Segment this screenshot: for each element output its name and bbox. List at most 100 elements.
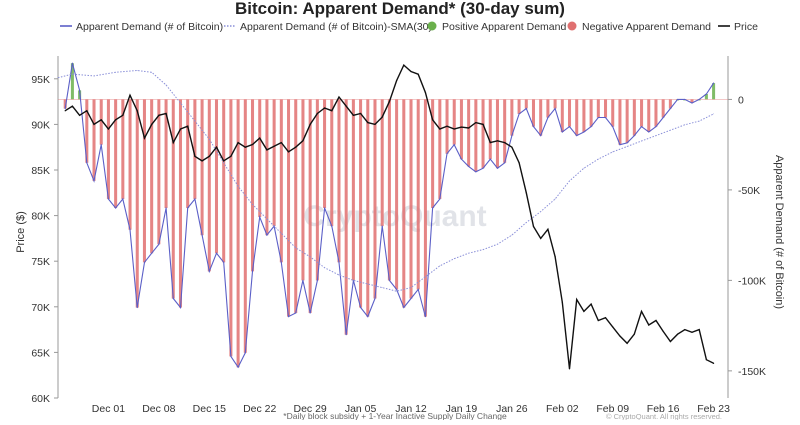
sma-line — [57, 69, 714, 292]
x-tick-label: Dec 08 — [142, 403, 175, 415]
price-point — [396, 80, 398, 82]
demand-point — [158, 243, 160, 245]
demand-bar — [114, 99, 118, 208]
price-point — [712, 362, 715, 364]
demand-point — [381, 225, 383, 227]
demand-point — [93, 180, 95, 182]
sma-point — [554, 198, 556, 200]
price-point — [71, 105, 74, 107]
demand-bar — [560, 99, 564, 132]
price-point — [655, 319, 657, 322]
demand-point — [208, 270, 210, 272]
price-point — [79, 114, 81, 116]
sma-point — [583, 167, 585, 169]
right-axis-title: Apparent Demand (# of Bitcoin) — [773, 155, 785, 309]
demand-point — [640, 125, 643, 128]
x-tick-label: Dec 01 — [92, 403, 125, 415]
demand-bar — [121, 99, 125, 199]
demand-point — [554, 107, 556, 110]
demand-bar — [99, 99, 103, 145]
price-point — [338, 96, 340, 98]
price-point — [691, 331, 693, 333]
demand-point — [165, 207, 167, 209]
demand-point — [676, 98, 679, 101]
demand-bar — [409, 99, 413, 299]
demand-bar — [481, 99, 485, 169]
demand-bar — [553, 99, 557, 109]
x-tick-label: Feb 09 — [596, 403, 629, 415]
legend-label: Price — [734, 21, 758, 33]
price-point — [323, 107, 326, 109]
demand-point — [439, 198, 441, 200]
demand-point — [712, 82, 715, 84]
demand-bar — [178, 99, 182, 308]
price-point — [669, 340, 671, 343]
price-point — [309, 123, 311, 125]
demand-point — [143, 261, 146, 263]
price-point — [201, 160, 203, 162]
price-point — [576, 298, 578, 301]
demand-bar — [236, 99, 240, 368]
sma-point — [511, 234, 513, 236]
demand-bar — [438, 99, 442, 199]
left-tick-label: 65K — [31, 347, 50, 359]
sma-point — [497, 243, 498, 245]
demand-bar — [654, 99, 658, 127]
demand-bar — [539, 99, 543, 136]
demand-point — [424, 315, 427, 318]
legend-label: Apparent Demand (# of Bitcoin)-SMA(30) — [240, 21, 432, 33]
demand-bar — [495, 99, 499, 169]
price-point — [64, 110, 66, 112]
price-point — [698, 329, 700, 331]
price-point — [619, 335, 621, 337]
sma-point — [684, 124, 686, 126]
demand-bar — [229, 99, 233, 357]
demand-point — [403, 306, 405, 309]
price-point — [511, 146, 513, 148]
demand-bar — [575, 99, 579, 136]
right-tick-label: -50K — [738, 185, 760, 197]
demand-point — [359, 306, 362, 309]
demand-point — [612, 125, 614, 128]
demand-bar — [647, 99, 651, 132]
legend: Apparent Demand (# of Bitcoin) Apparent D… — [60, 21, 758, 33]
sma-point — [367, 283, 369, 285]
demand-bar — [661, 99, 665, 118]
demand-point — [576, 135, 578, 137]
demand-bar — [243, 99, 247, 353]
plot-area: 95K 90K 85K 80K 75K 70K 65K 60K 0 -50K -100K -150K D… — [31, 56, 766, 415]
legend-swatch — [567, 21, 577, 31]
demand-point — [71, 62, 74, 64]
sma-point — [482, 249, 484, 251]
demand-point — [122, 198, 124, 200]
demand-point — [251, 270, 254, 272]
demand-point — [547, 116, 549, 119]
sma-point — [352, 279, 354, 281]
price-point — [460, 126, 463, 128]
demand-point — [136, 306, 138, 309]
demand-point — [655, 125, 657, 128]
price-point — [453, 128, 455, 130]
demand-point — [432, 207, 434, 209]
demand-point — [691, 102, 693, 104]
demand-point — [367, 315, 369, 318]
demand-point — [410, 297, 412, 300]
demand-bar — [85, 99, 89, 163]
price-point — [266, 149, 268, 151]
price-point — [482, 123, 484, 125]
demand-bar — [106, 99, 110, 199]
price-point — [316, 112, 318, 115]
demand-point — [64, 107, 66, 110]
sma-point — [439, 265, 441, 267]
price-point — [295, 146, 297, 148]
price-point — [172, 142, 174, 144]
demand-point — [309, 312, 311, 314]
price-point — [568, 368, 571, 370]
price-point — [179, 128, 182, 130]
x-tick-label: Dec 22 — [243, 403, 276, 415]
demand-bar — [503, 99, 507, 163]
demand-point — [475, 171, 477, 173]
legend-label: Apparent Demand (# of Bitcoin) — [76, 21, 223, 33]
sma-point — [223, 162, 225, 164]
demand-bar — [164, 99, 168, 208]
